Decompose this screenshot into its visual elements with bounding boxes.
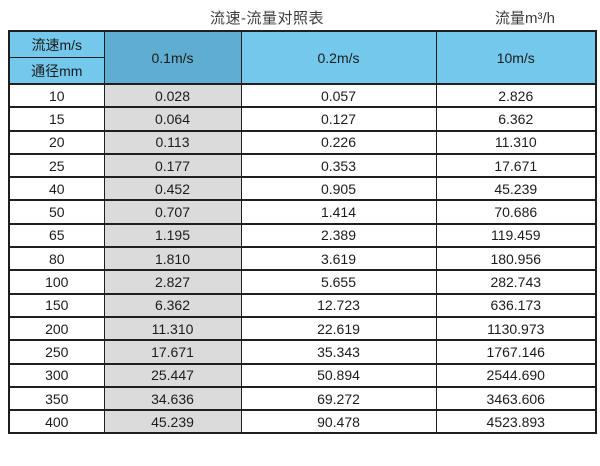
flow-value-cell: 0.177 bbox=[103, 152, 242, 179]
flow-value-cell: 636.173 bbox=[435, 292, 597, 318]
table-row: 100 2.827 5.655 282.743 bbox=[8, 269, 597, 295]
table-row: 50 0.707 1.414 70.686 bbox=[8, 199, 597, 225]
flow-value-cell: 1.195 bbox=[103, 222, 242, 249]
table-row: 80 1.810 3.619 180.956 bbox=[8, 246, 597, 272]
flow-value-cell: 0.353 bbox=[240, 152, 437, 179]
flow-value-cell: 90.478 bbox=[240, 409, 437, 435]
column-header-0-1ms: 0.1m/s bbox=[103, 30, 242, 85]
diameter-cell: 10 bbox=[8, 82, 105, 109]
diameter-cell: 150 bbox=[8, 292, 105, 318]
diameter-cell: 350 bbox=[8, 385, 105, 412]
flow-table-body: 10 0.028 0.057 2.826 15 0.064 0.127 6.362 20 0.11… bbox=[8, 82, 597, 435]
flow-value-cell: 2.827 bbox=[103, 269, 242, 295]
flow-value-cell: 0.707 bbox=[103, 199, 242, 225]
flow-value-cell: 69.272 bbox=[240, 385, 437, 412]
flow-value-cell: 0.127 bbox=[240, 106, 437, 132]
flow-value-cell: 0.113 bbox=[103, 129, 242, 155]
diameter-cell: 80 bbox=[8, 246, 105, 272]
table-row: 10 0.028 0.057 2.826 bbox=[8, 82, 597, 109]
flow-value-cell: 22.619 bbox=[240, 315, 437, 342]
flow-table-header: 流速m/s 0.1m/s 0.2m/s 10m/s 通径mm bbox=[8, 30, 597, 85]
diameter-cell: 400 bbox=[8, 409, 105, 435]
flow-value-cell: 0.226 bbox=[240, 129, 437, 155]
diameter-cell: 200 bbox=[8, 315, 105, 342]
flow-value-cell: 6.362 bbox=[435, 106, 597, 132]
diameter-cell: 40 bbox=[8, 176, 105, 202]
flow-value-cell: 1130.973 bbox=[435, 315, 597, 342]
flow-value-cell: 45.239 bbox=[435, 176, 597, 202]
flow-value-cell: 2.389 bbox=[240, 222, 437, 249]
flow-value-cell: 3463.606 bbox=[435, 385, 597, 412]
flow-value-cell: 0.028 bbox=[103, 82, 242, 109]
flow-value-cell: 17.671 bbox=[103, 339, 242, 365]
flow-value-cell: 34.636 bbox=[103, 385, 242, 412]
corner-diameter-label: 通径mm bbox=[8, 57, 105, 85]
table-row: 65 1.195 2.389 119.459 bbox=[8, 222, 597, 249]
flow-value-cell: 0.452 bbox=[103, 176, 242, 202]
table-row: 150 6.362 12.723 636.173 bbox=[8, 292, 597, 318]
flow-conversion-table: 流速m/s 0.1m/s 0.2m/s 10m/s 通径mm 10 0.028 0.… bbox=[8, 30, 597, 435]
flow-value-cell: 12.723 bbox=[240, 292, 437, 318]
flow-value-cell: 0.057 bbox=[240, 82, 437, 109]
diameter-cell: 50 bbox=[8, 199, 105, 225]
flow-unit-label: 流量m³/h bbox=[495, 10, 556, 27]
diameter-cell: 65 bbox=[8, 222, 105, 249]
diameter-cell: 250 bbox=[8, 339, 105, 365]
table-row: 400 45.239 90.478 4523.893 bbox=[8, 409, 597, 435]
diameter-cell: 100 bbox=[8, 269, 105, 295]
table-row: 15 0.064 0.127 6.362 bbox=[8, 106, 597, 132]
flow-value-cell: 4523.893 bbox=[435, 409, 597, 435]
table-row: 25 0.177 0.353 17.671 bbox=[8, 152, 597, 179]
flow-value-cell: 0.064 bbox=[103, 106, 242, 132]
flow-value-cell: 282.743 bbox=[435, 269, 597, 295]
flow-value-cell: 0.905 bbox=[240, 176, 437, 202]
flow-value-cell: 2.826 bbox=[435, 82, 597, 109]
table-row: 200 11.310 22.619 1130.973 bbox=[8, 315, 597, 342]
diameter-cell: 300 bbox=[8, 362, 105, 388]
flow-value-cell: 11.310 bbox=[103, 315, 242, 342]
flow-value-cell: 45.239 bbox=[103, 409, 242, 435]
table-row: 350 34.636 69.272 3463.606 bbox=[8, 385, 597, 412]
flow-value-cell: 3.619 bbox=[240, 246, 437, 272]
titles-row: 流速-流量对照表 流量m³/h bbox=[0, 0, 600, 30]
flow-value-cell: 25.447 bbox=[103, 362, 242, 388]
flow-value-cell: 119.459 bbox=[435, 222, 597, 249]
flow-value-cell: 17.671 bbox=[435, 152, 597, 179]
table-row: 40 0.452 0.905 45.239 bbox=[8, 176, 597, 202]
flow-value-cell: 1767.146 bbox=[435, 339, 597, 365]
flow-value-cell: 35.343 bbox=[240, 339, 437, 365]
table-title: 流速-流量对照表 bbox=[210, 10, 324, 27]
diameter-cell: 20 bbox=[8, 129, 105, 155]
header-row-top: 流速m/s 0.1m/s 0.2m/s 10m/s bbox=[8, 30, 597, 85]
diameter-cell: 25 bbox=[8, 152, 105, 179]
column-header-0-2ms: 0.2m/s bbox=[240, 30, 437, 85]
flow-value-cell: 180.956 bbox=[435, 246, 597, 272]
flow-value-cell: 2544.690 bbox=[435, 362, 597, 388]
diameter-cell: 15 bbox=[8, 106, 105, 132]
flow-value-cell: 1.414 bbox=[240, 199, 437, 225]
flow-value-cell: 1.810 bbox=[103, 246, 242, 272]
column-header-10ms: 10m/s bbox=[435, 30, 597, 85]
flow-value-cell: 6.362 bbox=[103, 292, 242, 318]
flow-value-cell: 50.894 bbox=[240, 362, 437, 388]
corner-velocity-label: 流速m/s bbox=[8, 30, 105, 58]
flow-value-cell: 11.310 bbox=[435, 129, 597, 155]
table-row: 20 0.113 0.226 11.310 bbox=[8, 129, 597, 155]
header-row-bottom: 通径mm bbox=[8, 57, 596, 85]
table-row: 250 17.671 35.343 1767.146 bbox=[8, 339, 597, 365]
flow-value-cell: 5.655 bbox=[240, 269, 437, 295]
table-row: 300 25.447 50.894 2544.690 bbox=[8, 362, 597, 388]
flow-value-cell: 70.686 bbox=[435, 199, 597, 225]
